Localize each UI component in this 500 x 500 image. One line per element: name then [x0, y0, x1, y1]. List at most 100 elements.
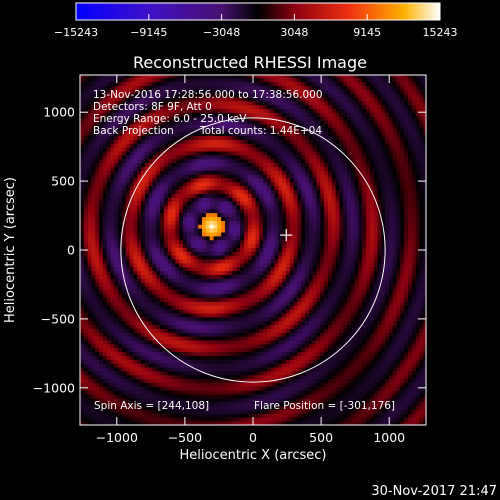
heatmap-cell — [217, 220, 222, 225]
heatmap-cell — [274, 397, 279, 403]
heatmap-cell — [95, 382, 100, 387]
heatmap-cell — [408, 405, 413, 410]
heatmap-cell — [95, 413, 100, 418]
heatmap-cell — [141, 255, 146, 260]
heatmap-cell — [419, 232, 424, 237]
heatmap-cell — [293, 363, 298, 368]
heatmap-cell — [373, 289, 378, 295]
heatmap-cell — [194, 212, 199, 218]
heatmap-cell — [244, 274, 249, 279]
heatmap-cell — [194, 351, 199, 356]
heatmap-cell — [289, 409, 294, 414]
heatmap-cell — [392, 301, 397, 306]
heatmap-cell — [186, 228, 192, 233]
heatmap-cell — [316, 255, 321, 260]
heatmap-cell — [110, 382, 115, 387]
heatmap-cell — [106, 232, 111, 237]
heatmap-cell — [327, 274, 333, 279]
heatmap-cell — [396, 359, 401, 364]
heatmap-cell — [369, 259, 375, 264]
heatmap-cell — [125, 232, 130, 237]
heatmap-cell — [202, 328, 207, 333]
heatmap-cell — [381, 328, 386, 333]
heatmap-cell — [137, 278, 142, 283]
heatmap-cell — [171, 309, 176, 314]
heatmap-cell — [118, 289, 123, 295]
heatmap-cell — [137, 316, 142, 322]
heatmap-cell — [194, 282, 199, 287]
heatmap-cell — [350, 390, 356, 395]
heatmap-cell — [236, 301, 241, 306]
heatmap-cell — [312, 409, 317, 414]
heatmap-cell — [388, 343, 394, 349]
heatmap-cell — [213, 382, 218, 387]
heatmap-cell — [179, 355, 184, 360]
heatmap-cell — [263, 247, 268, 252]
heatmap-cell — [312, 309, 317, 314]
heatmap-cell — [186, 278, 192, 283]
heatmap-cell — [366, 239, 371, 245]
heatmap-cell — [419, 235, 424, 241]
heatmap-cell — [198, 421, 203, 425]
heatmap-cell — [255, 409, 260, 414]
heatmap-cell — [400, 397, 405, 403]
heatmap-cell — [194, 301, 199, 306]
heatmap-cell — [331, 239, 336, 245]
heatmap-cell — [301, 370, 306, 376]
heatmap-cell — [396, 355, 401, 360]
heatmap-cell — [106, 390, 111, 395]
heatmap-cell — [335, 417, 340, 422]
heatmap-cell — [354, 293, 359, 299]
heatmap-cell — [285, 390, 291, 395]
heatmap-cell — [156, 397, 161, 403]
heatmap-cell — [152, 413, 157, 418]
heatmap-cell — [324, 413, 329, 418]
heatmap-cell — [251, 401, 256, 407]
heatmap-cell — [247, 386, 253, 391]
heatmap-cell — [270, 324, 275, 329]
heatmap-cell — [335, 313, 340, 318]
heatmap-cell — [297, 305, 302, 310]
heatmap-cell — [102, 401, 108, 407]
heatmap-cell — [411, 228, 417, 233]
heatmap-cell — [144, 397, 150, 403]
heatmap-cell — [205, 390, 211, 395]
heatmap-cell — [110, 270, 115, 275]
heatmap-cell — [209, 305, 214, 310]
heatmap-cell — [83, 224, 89, 229]
heatmap-cell — [320, 224, 325, 229]
heatmap-cell — [343, 413, 348, 418]
heatmap-cell — [408, 409, 413, 414]
heatmap-cell — [102, 370, 108, 376]
heatmap-cell — [152, 359, 157, 364]
heatmap-cell — [408, 363, 413, 368]
heatmap-cell — [125, 390, 130, 395]
heatmap-cell — [205, 320, 211, 326]
heatmap-cell — [259, 255, 264, 260]
heatmap-cell — [327, 239, 333, 245]
heatmap-cell — [182, 286, 188, 291]
heatmap-cell — [312, 278, 317, 283]
heatmap-cell — [121, 340, 127, 345]
heatmap-cell — [343, 382, 348, 387]
heatmap-cell — [202, 382, 207, 387]
heatmap-cell — [404, 340, 409, 345]
heatmap-cell — [152, 282, 157, 287]
heatmap-cell — [221, 220, 226, 225]
heatmap-cell — [247, 374, 253, 380]
heatmap-cell — [388, 243, 394, 248]
heatmap-cell — [270, 309, 275, 314]
heatmap-cell — [232, 313, 237, 318]
heatmap-cell — [160, 216, 165, 221]
heatmap-cell — [99, 270, 104, 275]
heatmap-cell — [190, 235, 195, 241]
heatmap-cell — [392, 239, 397, 245]
heatmap-cell — [301, 243, 306, 248]
heatmap-cell — [354, 266, 359, 272]
heatmap-cell — [182, 320, 188, 326]
heatmap-cell — [148, 235, 153, 241]
heatmap-cell — [114, 320, 119, 326]
heatmap-cell — [392, 374, 397, 380]
heatmap-cell — [354, 332, 359, 337]
heatmap-cell — [270, 397, 275, 403]
